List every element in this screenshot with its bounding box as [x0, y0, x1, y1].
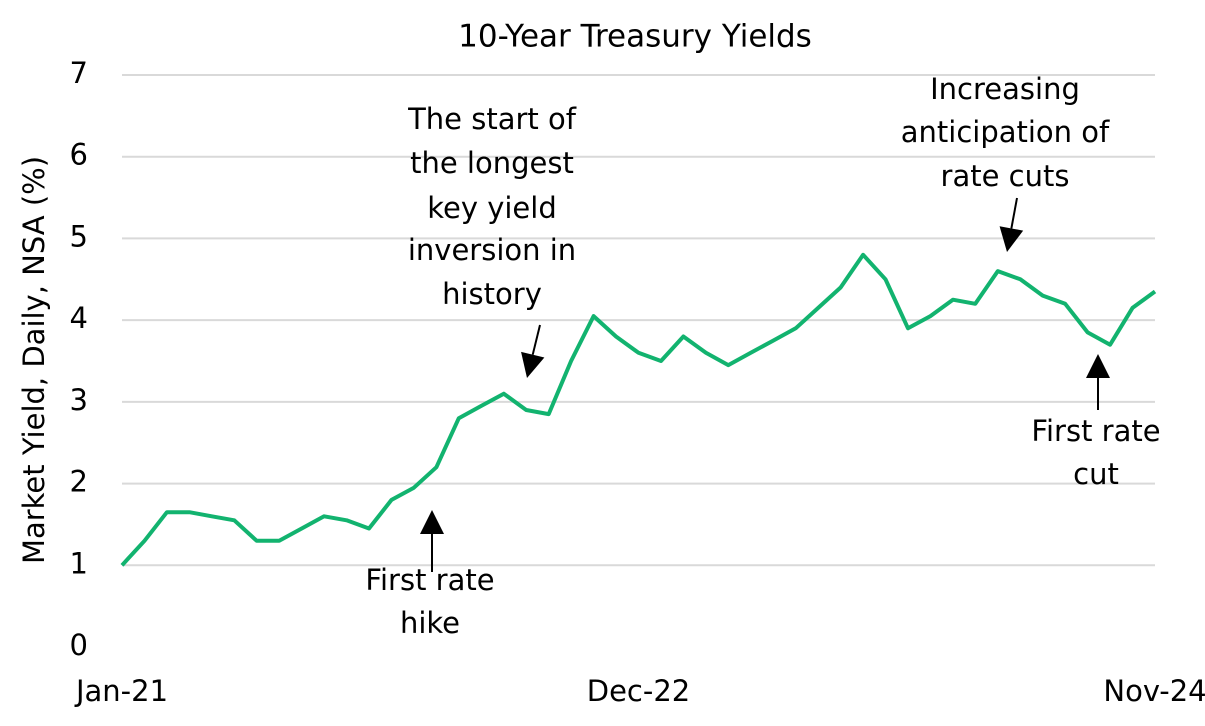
annotation: inversion in	[408, 233, 576, 267]
data-line	[120, 252, 1157, 567]
annotation: hike	[400, 606, 460, 640]
annotation-arrowhead	[999, 226, 1024, 252]
y-tick-label: 4	[70, 301, 88, 335]
annotation: First rate	[1031, 414, 1160, 448]
annotation: key yield	[427, 191, 557, 225]
annotation: history	[442, 277, 542, 311]
y-tick-label: 6	[70, 138, 88, 172]
annotation: the longest	[410, 146, 574, 180]
annotation: The start of	[407, 102, 577, 136]
annotation: Increasing	[930, 72, 1080, 106]
x-tick-label: Nov-24	[1103, 674, 1205, 708]
y-tick-label: 2	[70, 465, 88, 499]
y-tick-label: 5	[70, 219, 88, 253]
annotation-arrow	[1010, 197, 1018, 229]
annotation: rate cuts	[941, 159, 1070, 193]
y-tick-label: 7	[70, 56, 88, 90]
annotation: First rate	[365, 563, 494, 597]
annotation-arrowhead	[521, 351, 545, 378]
x-tick-label: Jan-21	[74, 674, 168, 708]
annotation: cut	[1073, 457, 1119, 491]
annotation: anticipation of	[901, 115, 1110, 149]
annotation-arrowhead	[420, 510, 444, 534]
y-axis-label: Market Yield, Daily, NSA (%)	[17, 156, 51, 564]
y-tick-label: 1	[70, 546, 88, 580]
chart-title: 10-Year Treasury Yields	[458, 19, 812, 55]
y-tick-label: 3	[70, 383, 88, 417]
y-tick-label: 0	[70, 628, 88, 662]
x-tick-label: Dec-22	[587, 674, 690, 708]
annotation-arrow	[531, 324, 541, 355]
annotation-arrowhead	[1086, 354, 1110, 378]
